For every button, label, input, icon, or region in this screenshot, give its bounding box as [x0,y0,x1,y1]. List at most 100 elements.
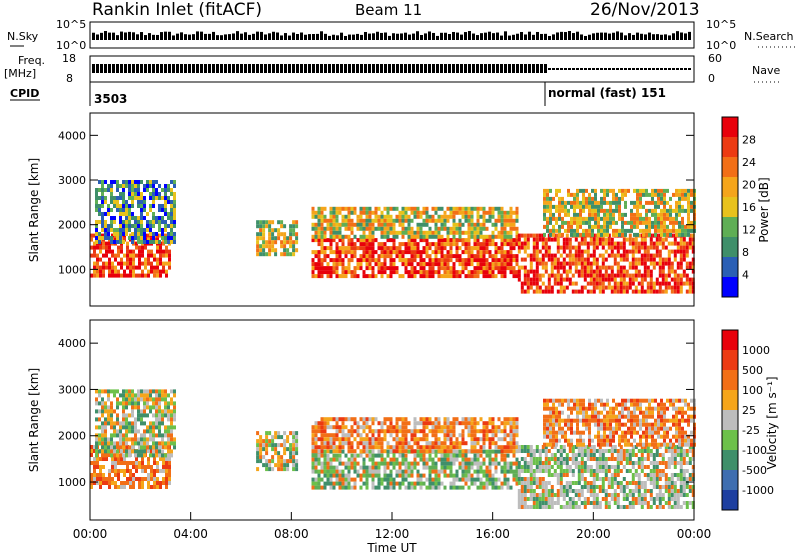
echo-cell [547,257,551,262]
echo-cell [161,216,164,220]
echo-cell [615,208,618,213]
freq-bar [592,68,595,70]
echo-cell [685,249,689,254]
echo-cell [558,200,561,205]
colorbar-segment [722,157,738,178]
echo-cell [161,232,164,236]
echo-cell [607,245,611,250]
echo-cell [138,465,141,469]
echo-cell [625,249,629,254]
echo-cell [559,449,563,453]
echo-cell [156,477,159,481]
echo-cell [338,485,342,490]
echo-cell [365,206,369,211]
echo-cell [543,224,546,229]
echo-cell [654,212,657,217]
echo-cell [679,237,683,242]
echo-cell [506,250,510,255]
echo-cell [101,397,104,402]
echo-cell [332,469,336,474]
echo-cell [143,208,146,212]
echo-cell [509,242,513,247]
nsky-bar [364,31,367,40]
echo-cell [392,242,396,247]
echo-cell [434,421,438,426]
echo-cell [431,481,435,486]
echo-cell [119,441,122,446]
echo-cell [419,421,423,426]
echo-cell [687,208,690,213]
echo-cell [344,477,348,482]
echo-cell [473,242,477,247]
echo-cell [618,208,621,213]
echo-cell [446,214,450,219]
echo-cell [132,261,135,266]
echo-cell [128,425,131,430]
echo-cell [104,236,107,240]
echo-cell [574,265,578,270]
echo-cell [532,497,536,501]
echo-cell [428,485,432,490]
echo-cell [503,449,507,454]
echo-cell [155,220,158,224]
freq-bar [620,68,623,70]
echo-cell [338,469,342,474]
echo-cell [113,200,116,204]
nsky-bar [584,35,587,40]
echo-cell [365,485,369,490]
echo-cell [268,443,272,448]
echo-cell [101,204,104,208]
echo-cell [131,216,134,220]
echo-cell [262,248,266,253]
echo-cell [320,234,324,239]
echo-cell [320,485,324,490]
nsky-bar [600,32,603,40]
echo-cell [476,453,480,458]
echo-cell [565,465,569,469]
echo-cell [311,274,315,279]
echo-cell [452,421,456,426]
echo-cell [437,238,441,243]
echo-cell [332,230,336,235]
echo-cell [515,226,519,231]
echo-cell [416,441,420,446]
echo-cell [494,246,498,251]
echo-cell [110,437,113,442]
echo-cell [90,245,93,250]
echo-cell [122,184,125,188]
echo-cell [649,261,653,266]
echo-cell [368,437,372,442]
echo-cell [576,188,579,193]
echo-cell [95,389,98,394]
echo-cell [470,226,474,231]
echo-cell [494,481,498,486]
echo-cell [404,469,408,474]
echo-cell [543,208,546,213]
echo-cell [389,425,393,430]
echo-cell [356,266,360,271]
echo-cell [512,449,516,454]
echo-cell [494,469,498,474]
echo-cell [158,425,161,430]
nsky-bar [360,34,363,40]
echo-cell [546,204,549,209]
echo-cell [265,220,269,225]
echo-cell [612,188,615,193]
nsky-bar [596,32,599,40]
echo-cell [628,237,632,242]
echo-cell [407,222,411,227]
echo-cell [173,192,176,196]
echo-cell [155,409,158,414]
echo-cell [329,457,333,462]
echo-cell [544,469,548,473]
echo-cell [594,212,597,217]
echo-cell [116,433,119,438]
echo-cell [117,445,120,449]
echo-cell [666,200,669,205]
echo-cell [96,481,99,485]
echo-cell [661,245,665,250]
cpid-row: CPID 3503 normal (fast) 151 [10,82,666,106]
echo-cell [280,232,284,237]
echo-cell [101,192,104,196]
echo-cell [446,473,450,478]
